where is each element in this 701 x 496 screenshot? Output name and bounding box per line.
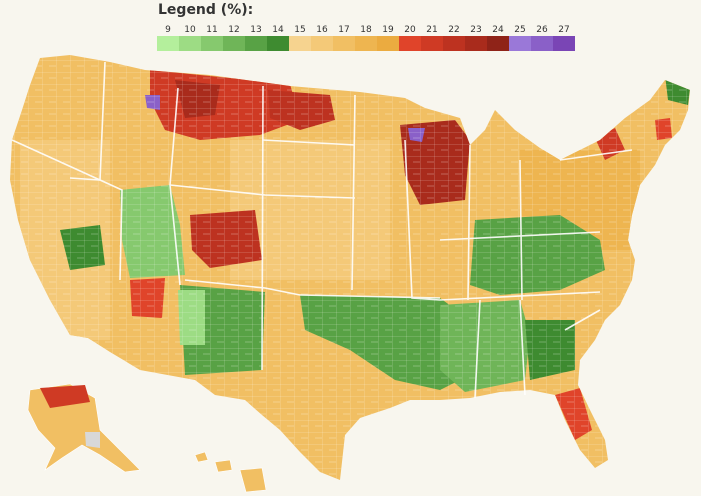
- legend-item: 22: [443, 24, 465, 51]
- legend-swatch: [487, 36, 509, 51]
- legend: 9 10 11 12 13 14 15 16 17 18 19 20 21 22 23 24 25 26 27: [157, 24, 575, 51]
- legend-label: 17: [338, 25, 350, 35]
- legend-item: 24: [487, 24, 509, 51]
- alaska: [27, 383, 141, 473]
- legend-swatch: [289, 36, 311, 51]
- legend-label: 11: [206, 25, 218, 35]
- legend-item: 9: [157, 24, 179, 51]
- legend-item: 26: [531, 24, 553, 51]
- legend-swatch: [245, 36, 267, 51]
- legend-title: Legend (%):: [158, 2, 254, 18]
- legend-swatch: [421, 36, 443, 51]
- legend-label: 22: [448, 25, 460, 35]
- legend-item: 20: [399, 24, 421, 51]
- legend-label: 13: [250, 25, 262, 35]
- legend-swatch: [179, 36, 201, 51]
- alaska-no-data: [85, 432, 100, 448]
- legend-swatch: [531, 36, 553, 51]
- legend-item: 14: [267, 24, 289, 51]
- legend-label: 20: [404, 25, 416, 35]
- legend-item: 21: [421, 24, 443, 51]
- legend-swatch: [509, 36, 531, 51]
- legend-item: 10: [179, 24, 201, 51]
- legend-swatch: [201, 36, 223, 51]
- legend-item: 25: [509, 24, 531, 51]
- legend-swatch: [223, 36, 245, 51]
- legend-label: 18: [360, 25, 372, 35]
- legend-swatch: [355, 36, 377, 51]
- legend-swatch: [443, 36, 465, 51]
- legend-label: 14: [272, 25, 284, 35]
- legend-swatch: [311, 36, 333, 51]
- legend-swatch: [553, 36, 575, 51]
- legend-swatch: [399, 36, 421, 51]
- legend-label: 25: [514, 25, 526, 35]
- legend-item: 23: [465, 24, 487, 51]
- legend-label: 19: [382, 25, 394, 35]
- legend-label: 27: [558, 25, 570, 35]
- legend-label: 23: [470, 25, 482, 35]
- legend-label: 16: [316, 25, 328, 35]
- hawaii: [194, 451, 267, 493]
- legend-swatch: [333, 36, 355, 51]
- legend-swatch: [267, 36, 289, 51]
- legend-swatch: [157, 36, 179, 51]
- legend-item: 13: [245, 24, 267, 51]
- legend-label: 26: [536, 25, 548, 35]
- legend-swatch: [377, 36, 399, 51]
- legend-item: 17: [333, 24, 355, 51]
- legend-label: 12: [228, 25, 240, 35]
- legend-label: 24: [492, 25, 504, 35]
- legend-label: 15: [294, 25, 306, 35]
- legend-item: 16: [311, 24, 333, 51]
- legend-item: 11: [201, 24, 223, 51]
- legend-label: 10: [184, 25, 196, 35]
- legend-item: 18: [355, 24, 377, 51]
- legend-item: 12: [223, 24, 245, 51]
- legend-item: 19: [377, 24, 399, 51]
- legend-item: 27: [553, 24, 575, 51]
- legend-label: 9: [165, 25, 171, 35]
- legend-label: 21: [426, 25, 438, 35]
- state-borders: [11, 61, 633, 399]
- legend-item: 15: [289, 24, 311, 51]
- legend-swatch: [465, 36, 487, 51]
